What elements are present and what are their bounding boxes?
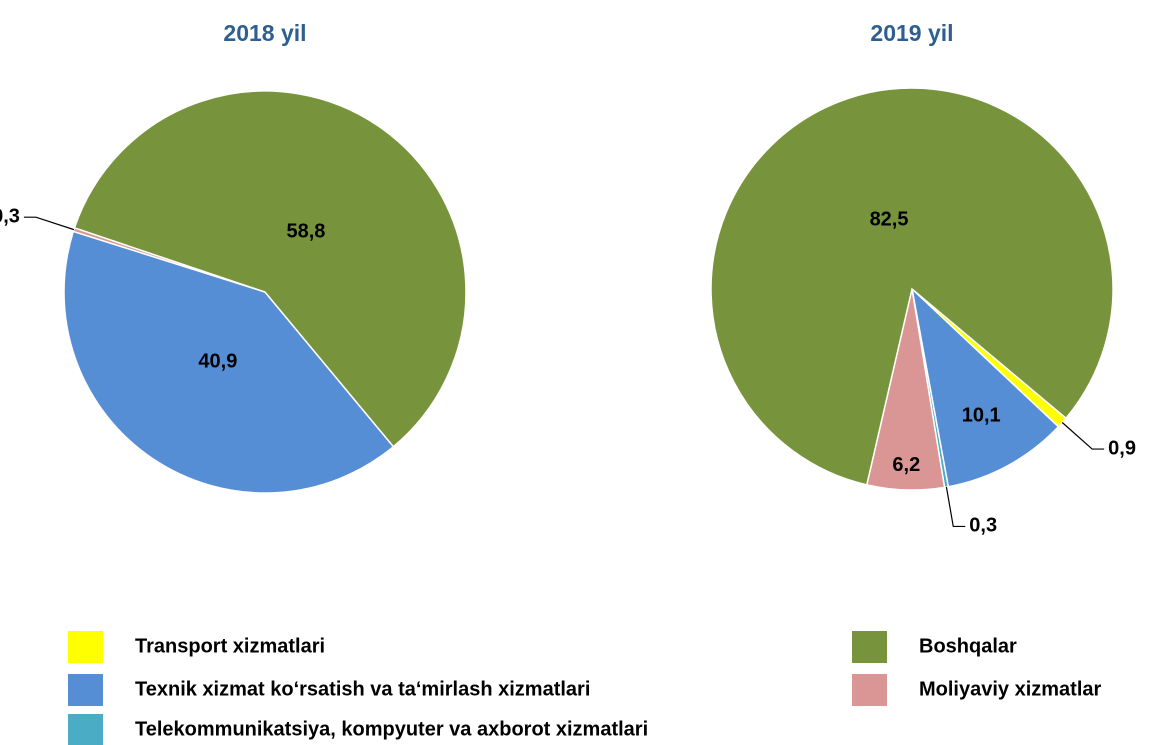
chart-title: 2018 yil: [223, 20, 306, 46]
pie-slice: [63, 230, 395, 494]
legend-swatch: [852, 674, 887, 706]
legend-label: Texnik xizmat ko‘rsatish va ta‘mirlash x…: [135, 678, 590, 700]
data-label: 40,9: [198, 350, 237, 372]
legend-swatch: [68, 674, 103, 706]
legend-label: Moliyaviy xizmatlar: [919, 678, 1102, 700]
legend-label: Transport xizmatlari: [135, 635, 325, 657]
pie-slice: [710, 87, 1114, 486]
leader-line: [23, 216, 75, 231]
data-label: 58,8: [286, 221, 325, 243]
data-label: 10,1: [962, 404, 1001, 426]
leader-line: [945, 486, 966, 528]
legend-swatch: [68, 714, 103, 745]
data-label: 6,2: [892, 454, 920, 476]
legend-swatch: [852, 631, 887, 663]
chart-title: 2019 yil: [870, 20, 953, 46]
legend-label: Boshqalar: [919, 635, 1017, 657]
legend-label: Telekommunikatsiya, kompyuter va axborot…: [135, 718, 648, 740]
legend-swatch: [68, 631, 103, 663]
data-label: 0,3: [0, 205, 20, 227]
data-label: 0,9: [1108, 437, 1136, 459]
data-label: 82,5: [870, 209, 909, 231]
data-label: 0,3: [969, 515, 997, 537]
leader-line: [1061, 422, 1105, 450]
pie-slice: [910, 286, 1060, 488]
pie-slice: [73, 90, 467, 448]
